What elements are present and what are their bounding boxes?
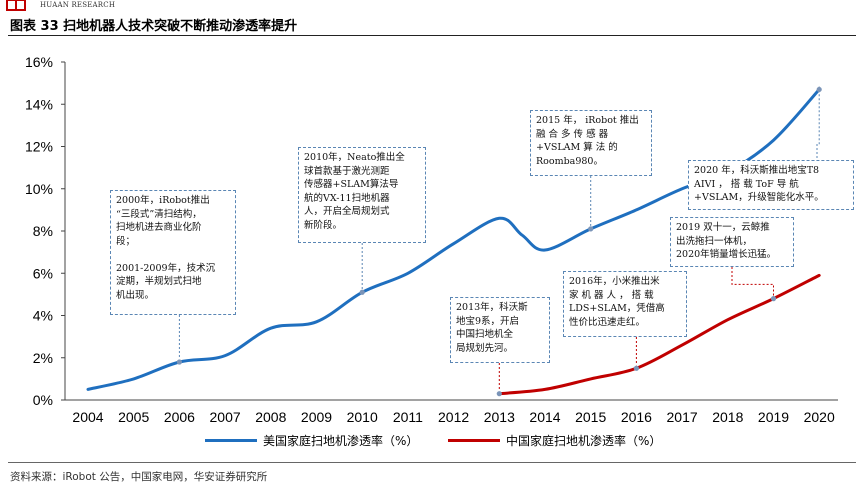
x-tick-label: 2004 (72, 409, 103, 425)
legend-label-us: 美国家庭扫地机渗透率（%） (263, 434, 419, 448)
x-tick-label: 2011 (393, 409, 423, 425)
annotation-2015: 2015 年， iRobot 推出 融 合 多 传 感 器 +VSLAM 算 法… (530, 110, 652, 176)
annotation-2020: 2020 年，科沃斯推出地宝T8 AIVI ， 搭 载 ToF 导 航 +VSL… (688, 160, 854, 210)
y-tick-label: 4% (33, 308, 53, 324)
x-tick-label: 2012 (438, 409, 469, 425)
y-tick-label: 16% (25, 54, 53, 70)
brand-name: HUAAN RESEARCH (40, 1, 116, 9)
y-tick-label: 6% (33, 265, 53, 281)
annotation-marker (496, 391, 502, 397)
x-tick-label: 2010 (347, 409, 378, 425)
annotation-leader (731, 267, 774, 296)
y-tick-label: 8% (33, 223, 53, 239)
annotation-2016: 2016年，小米推出米 家 机 器 人 ， 搭 载 LDS+SLAM，凭借高 性… (563, 271, 687, 337)
x-tick-label: 2020 (804, 409, 835, 425)
annotation-2006: 2000年，iRobot推出 “三段式”清扫结构， 扫地机进去商业化阶 段； 2… (110, 190, 236, 315)
x-tick-label: 2016 (621, 409, 652, 425)
y-tick-label: 2% (33, 350, 53, 366)
legend-label-cn: 中国家庭扫地机渗透率（%） (506, 434, 662, 448)
legend-swatch-cn (448, 439, 500, 442)
huaan-logo (6, 0, 26, 11)
y-tick-label: 12% (25, 139, 53, 155)
annotation-2010: 2010年，Neato推出全 球首款基于激光测距 传感器+SLAM算法导 航的V… (298, 147, 426, 243)
y-tick-label: 14% (25, 96, 53, 112)
x-tick-label: 2005 (118, 409, 149, 425)
y-tick-label: 0% (33, 392, 53, 408)
x-tick-label: 2007 (210, 409, 241, 425)
source-note: 资料来源：iRobot 公告，中国家电网，华安证券研究所 (10, 471, 268, 483)
x-tick-label: 2015 (575, 409, 606, 425)
annotation-marker (176, 359, 182, 365)
cn-penetration-line (497, 273, 821, 396)
x-tick-label: 2006 (164, 409, 195, 425)
y-tick-label: 10% (25, 181, 53, 197)
x-tick-label: 2019 (758, 409, 789, 425)
x-tick-label: 2018 (712, 409, 743, 425)
title-rule (8, 35, 856, 36)
annotation-2019: 2019 双十一，云鲸推 出洗拖扫一体机， 2020年销量增长迅猛。 (670, 217, 794, 267)
figure-title: 图表 33 扫地机器人技术突破不断推动渗透率提升 (10, 19, 298, 34)
x-tick-label: 2008 (255, 409, 286, 425)
annotation-2013: 2013年，科沃斯 地宝9系，开启 中国扫地机全 局规划先河。 (450, 297, 550, 363)
source-rule (8, 462, 856, 463)
annotation-marker (359, 289, 365, 295)
annotation-marker (588, 226, 594, 232)
x-tick-label: 2014 (529, 409, 560, 425)
legend-swatch-us (205, 439, 257, 442)
x-tick-label: 2009 (301, 409, 332, 425)
x-tick-label: 2013 (484, 409, 515, 425)
annotation-marker (633, 365, 640, 371)
annotation-marker (770, 296, 777, 302)
x-tick-label: 2017 (667, 409, 698, 425)
legend-item-cn[interactable]: 中国家庭扫地机渗透率（%） (448, 432, 661, 449)
annotation-marker (816, 86, 822, 93)
legend-item-us[interactable]: 美国家庭扫地机渗透率（%） (205, 432, 418, 449)
